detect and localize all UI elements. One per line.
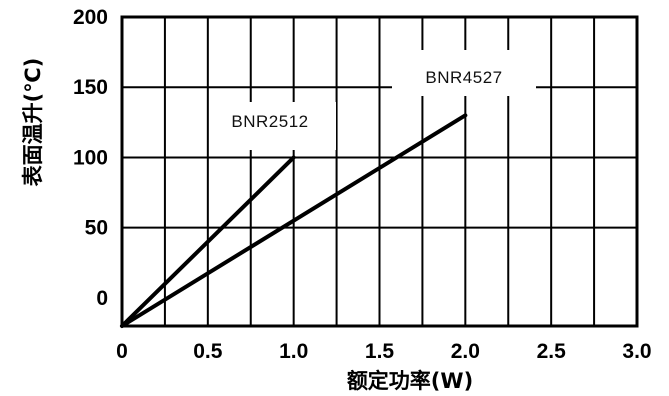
x-tick-label: 2.0	[451, 340, 480, 363]
y-tick-label: 150	[73, 76, 108, 99]
series-labels: BNR2512 BNR4527	[231, 68, 502, 131]
x-tick-label: 1.0	[279, 340, 308, 363]
series-label-bg	[392, 50, 536, 96]
x-tick-label: 0	[116, 340, 128, 363]
series-label-bg	[212, 102, 336, 150]
plot-frame	[120, 15, 639, 328]
x-tick-label: 3.0	[622, 340, 651, 363]
x-tick-label: 2.5	[537, 340, 567, 363]
y-tick-labels: 0 50 100 150 200	[73, 6, 108, 310]
series-label-bnr4527: BNR4527	[425, 68, 502, 87]
x-axis-title: 额定功率(W)	[347, 369, 473, 393]
series-line-bnr4527	[120, 113, 468, 328]
series-lines	[120, 113, 468, 328]
grid	[122, 17, 637, 326]
y-tick-label: 0	[96, 287, 108, 310]
y-axis-title: 表面温升(℃)	[21, 58, 45, 187]
x-tick-label: 0.5	[193, 340, 223, 363]
plot-border	[120, 15, 639, 328]
y-tick-label: 50	[85, 217, 108, 240]
series-label-backgrounds	[212, 50, 536, 150]
y-tick-label: 100	[73, 146, 108, 169]
x-tick-label: 1.5	[365, 340, 395, 363]
series-label-bnr2512: BNR2512	[231, 112, 308, 131]
series-line-bnr2512	[120, 155, 296, 328]
y-tick-label: 200	[73, 6, 108, 29]
x-tick-labels: 0 0.5 1.0 1.5 2.0 2.5 3.0	[116, 340, 651, 363]
